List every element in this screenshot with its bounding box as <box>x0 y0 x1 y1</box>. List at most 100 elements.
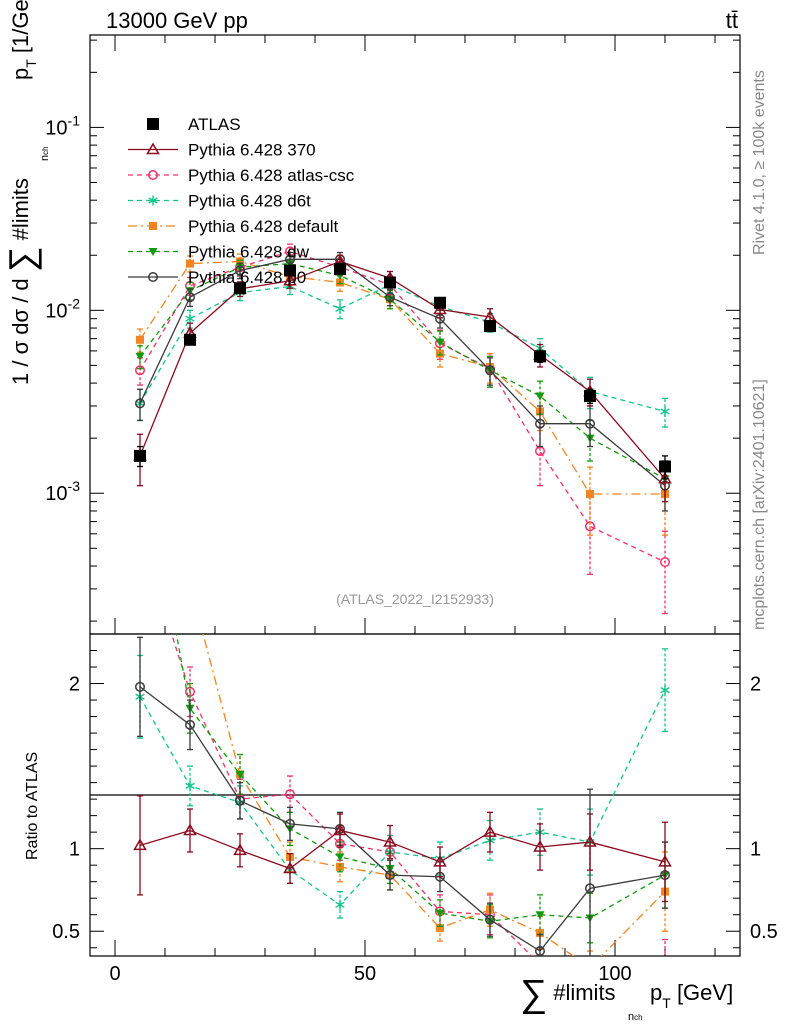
ratio-marker-p0 <box>135 681 145 692</box>
ratio-marker-default <box>436 923 444 932</box>
marker-default <box>186 259 194 268</box>
ratio-marker-dw <box>235 770 245 779</box>
process-label: 13000 GeV pp <box>106 8 248 33</box>
ratio-marker-default <box>586 964 594 972</box>
ratio-marker-atlascsc <box>136 531 145 540</box>
ratio-line-default <box>202 634 666 956</box>
main-y-ticks: 10-1 10-2 10-3 <box>45 39 740 622</box>
analysis-id: (ATLAS_2022_I2152933) <box>336 591 494 607</box>
ratio-marker-default <box>186 580 194 588</box>
ratio-marker-p370 <box>183 823 197 836</box>
marker-data <box>484 320 496 333</box>
svg-text:1 / σ dσ / d ∑ #li: 1 / σ dσ / d ∑ #limits <box>1 178 42 385</box>
marker-p370 <box>433 302 447 315</box>
marker-default <box>586 490 594 499</box>
mcplots-label: mcplots.cern.ch [arXiv:2401.10621] <box>751 379 768 630</box>
marker-dw <box>135 352 145 361</box>
marker-atlascsc <box>660 557 670 568</box>
ratio-marker-p0 <box>285 818 295 829</box>
ratio-y-tick-label-right: 0.5 <box>750 921 778 943</box>
rivet-label: Rivet 4.1.0, ≥ 100k events <box>751 70 768 255</box>
marker-data <box>184 333 196 346</box>
ratio-line-d6t <box>139 689 666 906</box>
ratio-marker-p0 <box>185 719 195 730</box>
marker-p0 <box>235 265 245 276</box>
marker-atlascsc <box>585 521 595 532</box>
x-tick-label: 0 <box>109 963 120 985</box>
marker-default <box>236 257 244 266</box>
marker-p0 <box>185 292 195 303</box>
ratio-marker-atlascsc <box>285 789 295 800</box>
ratio-marker-p0 <box>585 883 595 894</box>
marker-dw <box>435 338 445 347</box>
ratio-series-layer <box>133 300 672 972</box>
ratio-marker-p370 <box>133 838 147 851</box>
y-axis-label-main: 1 / σ dσ / d ∑ #limits pT [1/GeV] nch <box>1 0 51 385</box>
ratio-marker-p370 <box>583 835 597 847</box>
legend-label-p0: Pythia 6.428 p0 <box>188 268 306 287</box>
ratio-y-tick-label: 2 <box>69 674 80 696</box>
marker-p0 <box>135 398 145 409</box>
ratio-marker-dw <box>435 909 445 918</box>
legend: ATLAS Pythia 6.428 370 Pythia 6.428 atlas-… <box>128 115 355 287</box>
x-tick-label: 50 <box>354 963 376 985</box>
marker-p370 <box>658 471 672 484</box>
legend-marker-atlascsc <box>148 170 158 180</box>
svg-text:nch: nch <box>628 1011 643 1023</box>
ratio-marker-d6t <box>660 685 670 696</box>
marker-data <box>234 282 246 295</box>
marker-data <box>384 276 396 289</box>
series-line-default <box>139 260 665 495</box>
main-y-tick-label: 10-1 <box>45 112 80 139</box>
marker-data <box>659 460 671 473</box>
ratio-y-tick-label: 1 <box>69 839 80 861</box>
series-line-p0 <box>139 258 666 487</box>
y-axis-label-ratio: Ratio to ATLAS <box>24 752 41 860</box>
marker-p0 <box>285 254 295 265</box>
legend-label-p370: Pythia 6.428 370 <box>188 141 316 160</box>
marker-data <box>534 350 546 363</box>
ratio-marker-p370 <box>483 825 497 837</box>
legend-marker-dw <box>148 248 158 256</box>
legend-marker-data <box>147 118 159 130</box>
ratio-marker-p370 <box>533 840 547 852</box>
ratio-marker-p0 <box>485 914 495 925</box>
ratio-marker-p370 <box>233 843 247 856</box>
ratio-y-tick-label-right: 1 <box>750 839 761 861</box>
ratio-marker-d6t <box>185 780 195 791</box>
marker-p0 <box>535 418 545 429</box>
legend-marker-d6t <box>148 195 158 206</box>
ratio-marker-default <box>136 300 144 308</box>
ratio-marker-dw <box>535 911 545 920</box>
marker-dw <box>535 392 545 401</box>
ratio-y-ticks: 0.5 0.5 1 1 2 2 <box>52 650 778 949</box>
legend-marker-p370 <box>146 142 160 155</box>
ratio-line-dw <box>175 634 666 922</box>
marker-d6t <box>185 313 195 324</box>
ratio-line-p370 <box>139 829 666 870</box>
legend-label-d6t: Pythia 6.428 d6t <box>188 192 311 211</box>
marker-d6t <box>335 303 345 314</box>
ratio-line-p0 <box>139 686 666 952</box>
main-y-tick-label: 10-2 <box>45 295 80 322</box>
svg-text:nch: nch <box>39 146 51 161</box>
svg-text:∑ #limits: ∑ #limits <box>520 973 616 1015</box>
ratio-marker-p0 <box>235 795 245 806</box>
svg-text:pT [GeV]: pT [GeV] <box>650 980 733 1011</box>
marker-data <box>434 296 446 309</box>
marker-p0 <box>385 292 395 303</box>
legend-label-atlascsc: Pythia 6.428 atlas-csc <box>188 166 355 185</box>
ratio-y-tick-label-right: 2 <box>750 674 761 696</box>
main-y-tick-label: 10-3 <box>45 478 80 505</box>
legend-marker-p0 <box>148 272 158 282</box>
legend-label-default: Pythia 6.428 default <box>188 217 339 236</box>
marker-data <box>334 263 346 276</box>
marker-data <box>284 264 296 277</box>
ratio-marker-dw <box>335 853 345 862</box>
marker-data <box>134 449 146 462</box>
ratio-marker-p370 <box>333 823 347 836</box>
main-series-layer <box>133 243 672 615</box>
marker-p0 <box>485 365 495 376</box>
ratio-marker-p370 <box>383 835 397 847</box>
ratio-marker-atlascsc <box>536 960 545 969</box>
